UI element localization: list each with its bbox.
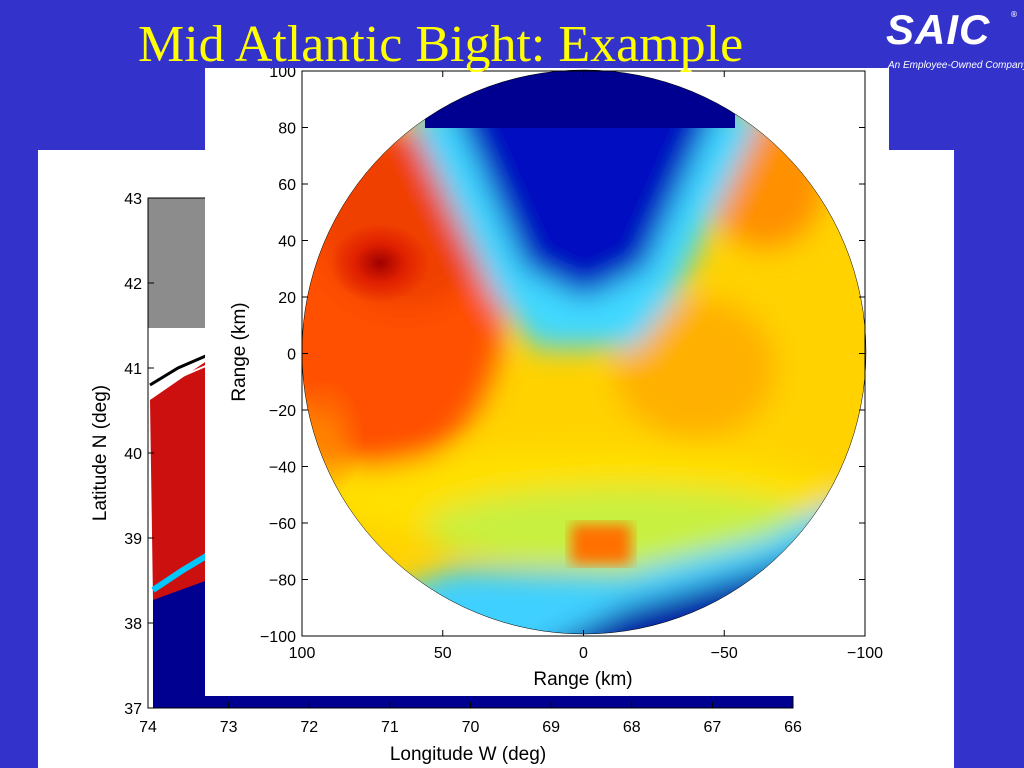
range-x-tick-label: 50 <box>434 645 452 662</box>
map-y-tick-label: 41 <box>124 361 142 378</box>
map-y-tick-label: 40 <box>124 446 142 463</box>
map-coastline-outline <box>149 364 209 396</box>
map-y-tick-label: 43 <box>124 191 142 208</box>
range-y-tick-label: −40 <box>269 460 296 477</box>
slide-title: Mid Atlantic Bight: Example <box>138 16 744 73</box>
map-y-tick-label: 37 <box>124 701 142 718</box>
map-coastline <box>149 353 209 387</box>
map-y-tick-label: 38 <box>124 616 142 633</box>
map-x-tick-label: 67 <box>703 719 721 736</box>
range-x-tick-label: −50 <box>711 645 738 662</box>
range-y-tick-label: −80 <box>269 573 296 590</box>
range-y-tick-label: 100 <box>269 68 296 81</box>
range-panel: 100 50 0 −50 −100 −100 −80 −60 −40 −20 0 20 40 60 80 1… <box>205 68 889 696</box>
map-x-tick-label: 70 <box>462 719 480 736</box>
map-y-tick-label: 39 <box>124 531 142 548</box>
range-x-axis-label: Range (km) <box>533 669 632 690</box>
range-y-tick-label: −60 <box>269 516 296 533</box>
map-y-axis-label: Latitude N (deg) <box>90 385 111 521</box>
map-y-tick-label: 42 <box>124 276 142 293</box>
map-x-tick-label: 68 <box>623 719 641 736</box>
range-field <box>302 70 866 634</box>
map-front <box>151 552 210 593</box>
map-x-tick-label: 71 <box>381 719 399 736</box>
range-y-tick-label: 20 <box>278 290 296 307</box>
range-chart: 100 50 0 −50 −100 −100 −80 −60 −40 −20 0 20 40 60 80 1… <box>229 68 883 690</box>
map-x-tick-label: 73 <box>220 719 238 736</box>
map-x-tick-label: 72 <box>300 719 318 736</box>
logo-tagline: An Employee-Owned Company <box>888 60 1024 71</box>
map-x-axis-label: Longitude W (deg) <box>390 744 546 765</box>
range-x-tick-label: 100 <box>289 645 316 662</box>
range-y-tick-label: −100 <box>260 629 296 646</box>
range-y-tick-label: 40 <box>278 234 296 251</box>
saic-logo: SAIC ® An Employee-Owned Company <box>872 6 1024 72</box>
range-y-tick-label: 60 <box>278 177 296 194</box>
map-x-tick-label: 74 <box>139 719 157 736</box>
map-x-tick-label: 69 <box>542 719 560 736</box>
range-x-tick-label: 0 <box>579 645 588 662</box>
map-x-tick-label: 66 <box>784 719 802 736</box>
range-x-tick-label: −100 <box>847 645 883 662</box>
range-y-tick-label: −20 <box>269 403 296 420</box>
map-warm-field <box>150 360 208 600</box>
registered-mark: ® <box>1010 10 1018 19</box>
logo-wordmark: SAIC <box>886 6 991 53</box>
range-y-axis-label: Range (km) <box>229 302 250 401</box>
range-y-tick-label: 0 <box>287 347 296 364</box>
range-y-tick-label: 80 <box>278 121 296 138</box>
